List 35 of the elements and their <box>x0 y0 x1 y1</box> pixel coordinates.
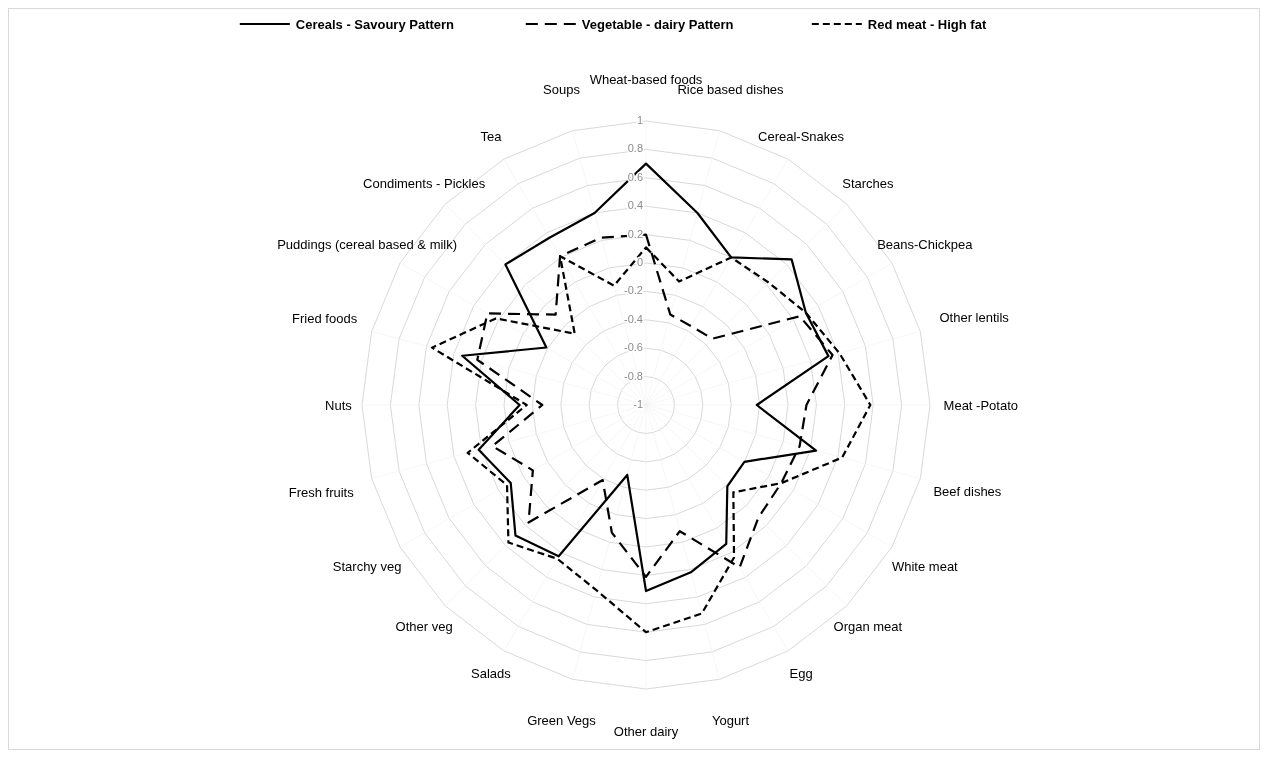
spoke-label: Other veg <box>395 619 453 635</box>
spoke-label: Cereal-Snakes <box>758 128 845 144</box>
spoke-label: Fresh fruits <box>288 484 355 500</box>
spoke-label: Egg <box>789 666 813 682</box>
y-tick-label: 0.8 <box>627 142 643 155</box>
y-tick-label: -0.2 <box>624 284 643 297</box>
spoke-label: Rice based dishes <box>677 82 785 98</box>
legend-label: Vegetable - dairy Pattern <box>581 17 734 32</box>
spoke-label: Starchy veg <box>332 558 402 574</box>
spoke-label: Salads <box>471 666 512 682</box>
y-tick-label: -0.4 <box>624 312 643 325</box>
spoke-label: Meat -Potato <box>943 397 1019 413</box>
spoke-label: Fried foods <box>292 311 358 327</box>
spoke-label: Starches <box>842 175 895 191</box>
y-tick-label: -0.8 <box>624 369 643 382</box>
spoke-label: Organ meat <box>833 619 903 635</box>
y-tick-label: -0.6 <box>624 341 643 354</box>
spoke-label: Soups <box>543 82 581 98</box>
spoke-label: Beef dishes <box>933 483 1002 499</box>
spoke-label: Condiments - Pickles <box>363 175 486 191</box>
spoke-label: Yogurt <box>711 712 750 728</box>
legend-label: Red meat - High fat <box>867 17 987 32</box>
spoke-label: Other dairy <box>613 723 679 739</box>
spoke-label: Puddings (cereal based & milk) <box>277 236 458 252</box>
y-tick-label: 1 <box>636 113 643 126</box>
spoke-label: Other lentils <box>939 309 1010 325</box>
legend-label: Cereals - Savoury Pattern <box>295 17 455 32</box>
spoke-label: Tea <box>480 128 503 144</box>
y-tick-label: 0.4 <box>627 199 643 212</box>
y-tick-label: 0 <box>636 255 643 268</box>
spoke-label: Green Vegs <box>527 712 597 728</box>
spoke-label: White meat <box>891 558 959 574</box>
spoke-label: Beans-Chickpea <box>877 236 974 252</box>
y-tick-label: -1 <box>633 397 643 410</box>
spoke-label: Nuts <box>325 397 353 413</box>
